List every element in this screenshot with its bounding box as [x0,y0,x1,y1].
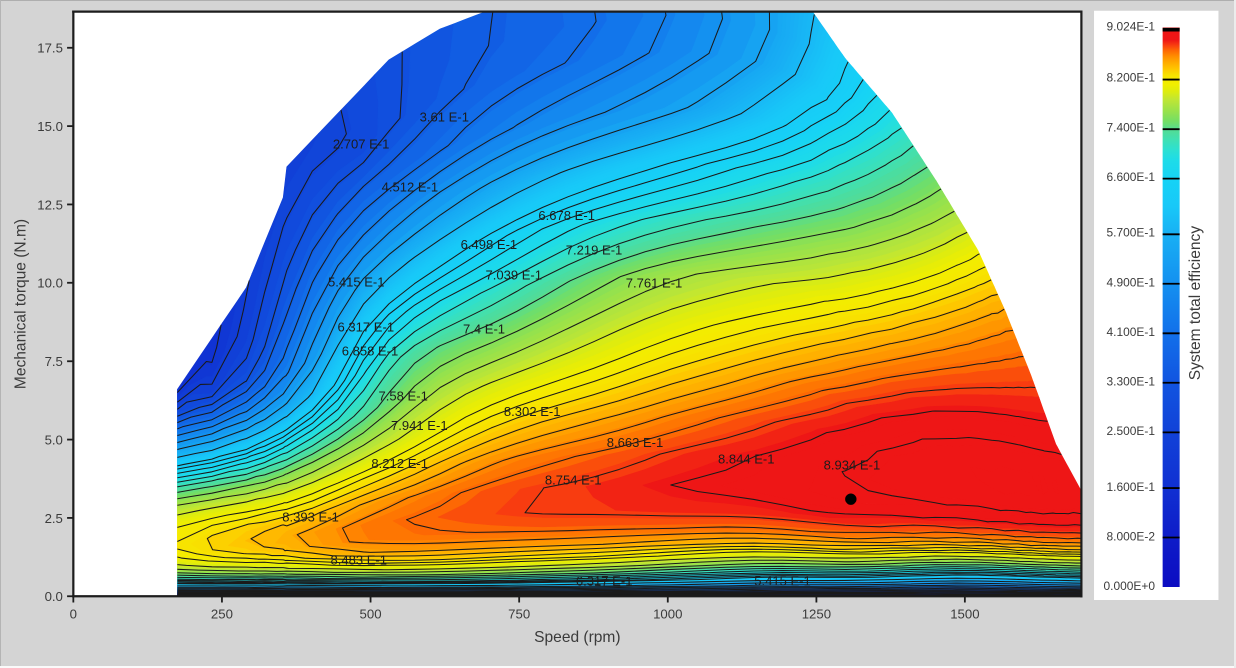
svg-text:4.900E-1: 4.900E-1 [1107,275,1156,289]
svg-text:0.000E+0: 0.000E+0 [1104,579,1156,593]
svg-text:5.0: 5.0 [45,432,63,447]
svg-text:0.0: 0.0 [45,589,63,604]
svg-text:250: 250 [211,606,233,621]
svg-text:2.500E-1: 2.500E-1 [1107,424,1156,438]
svg-text:Mechanical torque (N.m): Mechanical torque (N.m) [13,219,30,389]
svg-text:8.934 E-1: 8.934 E-1 [824,458,881,473]
svg-text:5.700E-1: 5.700E-1 [1107,226,1156,240]
svg-text:6.317 E-1: 6.317 E-1 [576,574,633,589]
svg-text:17.5: 17.5 [37,40,63,55]
svg-text:7.941 E-1: 7.941 E-1 [391,418,448,433]
svg-text:7.58 E-1: 7.58 E-1 [379,389,428,404]
svg-text:3.61 E-1: 3.61 E-1 [420,110,469,125]
svg-text:7.4 E-1: 7.4 E-1 [463,322,505,337]
svg-text:10.0: 10.0 [37,276,63,291]
svg-text:1000: 1000 [653,606,682,621]
svg-text:7.761 E-1: 7.761 E-1 [626,275,683,290]
svg-text:500: 500 [360,606,382,621]
svg-text:System total efficiency: System total efficiency [1187,226,1204,381]
svg-text:4.100E-1: 4.100E-1 [1107,325,1156,339]
svg-text:4.512 E-1: 4.512 E-1 [382,180,439,195]
svg-text:8.393 E-1: 8.393 E-1 [282,509,339,524]
svg-text:8.302 E-1: 8.302 E-1 [504,404,561,419]
svg-text:6.858 E-1: 6.858 E-1 [342,344,399,359]
svg-text:15.0: 15.0 [37,119,63,134]
svg-text:5.415 E-1: 5.415 E-1 [328,275,385,290]
svg-text:1500: 1500 [950,606,979,621]
svg-text:3.300E-1: 3.300E-1 [1107,374,1156,388]
svg-text:1.600E-1: 1.600E-1 [1107,480,1156,494]
svg-text:Speed (rpm): Speed (rpm) [534,629,620,646]
svg-text:2.707 E-1: 2.707 E-1 [333,137,390,152]
svg-text:0: 0 [70,606,77,621]
svg-text:9.024E-1: 9.024E-1 [1107,20,1156,34]
svg-text:1250: 1250 [802,606,831,621]
svg-text:8.754 E-1: 8.754 E-1 [545,473,602,488]
svg-text:750: 750 [508,606,530,621]
svg-text:12.5: 12.5 [37,197,63,212]
svg-text:8.844 E-1: 8.844 E-1 [718,452,775,467]
svg-text:7.039 E-1: 7.039 E-1 [485,267,542,282]
svg-text:6.498 E-1: 6.498 E-1 [461,237,518,252]
svg-text:6.600E-1: 6.600E-1 [1107,170,1156,184]
svg-text:6.317 E-1: 6.317 E-1 [338,320,395,335]
svg-text:8.200E-1: 8.200E-1 [1107,71,1156,85]
svg-text:7.219 E-1: 7.219 E-1 [566,242,623,257]
svg-text:5.415 E-1: 5.415 E-1 [754,574,811,589]
svg-text:7.400E-1: 7.400E-1 [1107,120,1156,134]
svg-text:6.678 E-1: 6.678 E-1 [538,208,595,223]
svg-text:8.212 E-1: 8.212 E-1 [371,456,428,471]
svg-text:8.663 E-1: 8.663 E-1 [607,435,664,450]
svg-text:8.483 E-1: 8.483 E-1 [330,553,387,568]
svg-text:7.5: 7.5 [45,354,63,369]
svg-text:8.000E-2: 8.000E-2 [1107,530,1156,544]
svg-text:2.5: 2.5 [45,511,63,526]
